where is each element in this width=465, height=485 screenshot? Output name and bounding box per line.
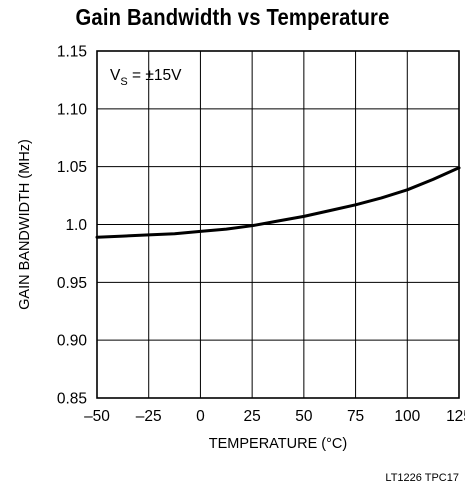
x-tick-label: 100 — [394, 408, 420, 425]
annotation-rest: = ±15V — [128, 67, 182, 84]
y-tick-label: 0.85 — [57, 391, 87, 408]
x-tick-label: –25 — [136, 408, 162, 425]
x-tick-label: 125 — [446, 408, 465, 425]
y-tick-label: 0.95 — [57, 275, 87, 292]
x-axis-label: TEMPERATURE (°C) — [209, 436, 347, 452]
x-tick-label: 50 — [295, 408, 313, 425]
x-tick-label: 25 — [244, 408, 261, 425]
chart-title: Gain Bandwidth vs Temperature — [75, 4, 390, 30]
y-tick-label: 1.0 — [65, 217, 87, 234]
plot-frame — [96, 50, 460, 399]
series-layer — [95, 166, 461, 239]
x-tick-label: 75 — [347, 408, 364, 425]
annotation-subscript: S — [120, 76, 127, 88]
annotation-main: V — [110, 67, 121, 84]
x-tick-label: 0 — [196, 408, 205, 425]
grid-lines — [96, 50, 460, 399]
x-tick-labels: –50 –25 0 25 50 75 100 125 — [84, 408, 465, 425]
y-tick-labels: 0.85 0.90 0.95 1.0 1.05 1.10 1.15 — [57, 44, 88, 408]
series-line — [95, 166, 461, 239]
figure-code: LT1226 TPC17 — [385, 472, 459, 484]
y-axis-label: GAIN BANDWIDTH (MHz) — [17, 139, 33, 310]
y-tick-label: 1.15 — [57, 44, 87, 61]
x-tick-label: –50 — [84, 408, 110, 425]
y-tick-label: 1.10 — [57, 101, 88, 118]
supply-voltage-annotation: VS = ±15V — [110, 67, 182, 88]
y-tick-label: 1.05 — [57, 159, 87, 176]
y-tick-label: 0.90 — [57, 333, 88, 350]
